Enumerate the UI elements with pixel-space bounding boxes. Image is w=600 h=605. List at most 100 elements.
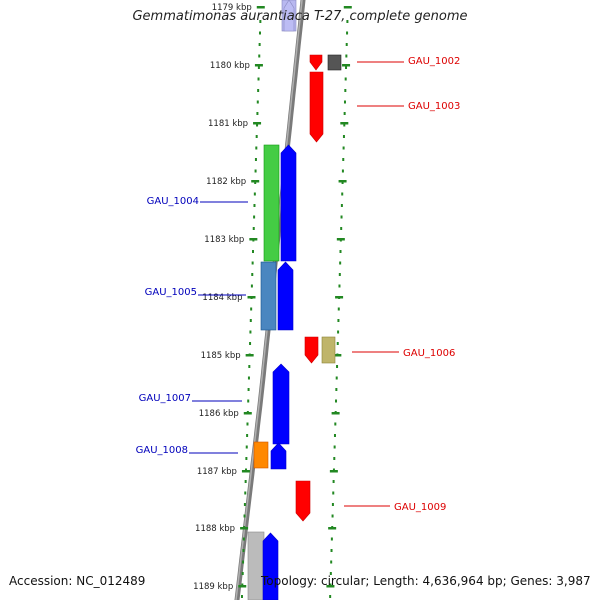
cds-gau-1007 [272,363,290,445]
tick-mark [249,238,258,241]
scale-dot [258,31,261,35]
tick-mark [245,354,254,357]
scale-dot [250,284,253,288]
gene-label: GAU_1002 [408,56,460,67]
scale-dot [246,422,249,426]
scale-dot [244,491,247,495]
scale-dot [242,549,245,552]
scale-dot [345,43,348,46]
scale-dot [329,595,332,598]
scale-dot [250,307,253,311]
scale-dot [258,43,261,46]
scale-dot [337,330,340,334]
scale-dot [256,112,259,115]
scale-dot [338,273,341,276]
scale-dot [335,376,338,380]
scale-dot [251,261,254,265]
tick-mark [343,6,352,9]
tick-mark [342,64,351,67]
tick-mark [256,6,265,9]
scale-dot [341,169,344,173]
cds-gau-1002 [309,54,323,71]
scale-dot [252,250,254,253]
gene-label: GAU_1003 [408,101,460,112]
scale-dot [342,135,345,138]
tick-label: 1181 kbp [208,119,248,129]
scale-dot [247,399,250,403]
feature-green [263,144,280,262]
tick-mark [331,412,340,415]
scale-dot [332,480,335,483]
tick-mark [340,122,349,125]
tick-label: 1184 kbp [202,293,242,303]
tick-label: 1186 kbp [199,409,239,419]
cds-bottom [262,532,279,601]
scale-dot [244,480,247,483]
scale-dot [337,319,340,322]
gene-labels: GAU_1002 GAU_1003 GAU_1004 GAU_1005 GAU_1006… [136,56,461,513]
tick-mark [254,64,263,67]
scale-dot [257,77,260,81]
feature-orange [253,441,269,469]
gene-label: GAU_1009 [394,502,446,513]
tick-label: 1183 kbp [204,235,244,245]
scale-dot [254,169,257,173]
scale-dot [344,77,347,81]
scale-dot [339,250,342,253]
tick-label: 1182 kbp [206,177,246,187]
scale-dot [331,514,334,518]
cds-gau-1009 [295,480,311,522]
scale-dot [346,20,349,23]
scale-dot [340,204,343,207]
scale-dot [253,192,256,196]
topology-label: Topology: circular; Length: 4,636,964 bp… [261,574,591,588]
tick-mark [243,412,252,415]
tick-label: 1188 kbp [195,524,235,534]
gene-label: GAU_1007 [139,393,191,404]
right-scale-track [329,20,349,598]
tick-mark [253,122,262,125]
tick-label: 1185 kbp [201,351,241,361]
tick-mark [247,296,256,299]
scale-dot [254,158,257,161]
scale-dot [332,491,335,495]
tick-mark [333,354,342,357]
tick-mark [251,180,260,183]
tick-mark [240,527,249,530]
scale-dot [240,595,243,598]
scale-dot [253,204,256,207]
scale-dot [343,112,346,115]
cds-gau-1003 [309,71,324,143]
scale-dot [334,422,337,426]
scale-dot [247,376,250,380]
tick-label: 1179 kbp [212,3,252,13]
tick-label: 1189 kbp [193,582,233,592]
scale-dot [251,273,254,276]
tick-mark [336,238,345,241]
scale-dot [245,445,248,449]
scale-dot [335,399,338,403]
scale-dot [330,560,333,564]
gene-label: GAU_1005 [145,287,197,298]
accession-label: Accession: NC_012489 [9,574,146,588]
cds-gau-1008 [270,442,287,470]
scale-dot [253,215,256,219]
scale-dot [243,503,246,506]
gene-label: GAU_1004 [147,196,199,207]
scale-dot [342,146,345,150]
scale-dot [344,89,347,92]
scale-dot [345,66,348,69]
scale-dot [330,549,333,552]
tick-label: 1180 kbp [210,61,250,71]
scale-dot [246,434,249,437]
tick-mark [238,585,247,588]
scale-dot [333,434,336,437]
scale-dot [255,135,258,138]
scale-dot [245,457,248,460]
scale-dot [252,227,255,230]
scale-dot [257,66,260,69]
scale-dot [341,192,344,196]
scale-dot [333,457,336,460]
